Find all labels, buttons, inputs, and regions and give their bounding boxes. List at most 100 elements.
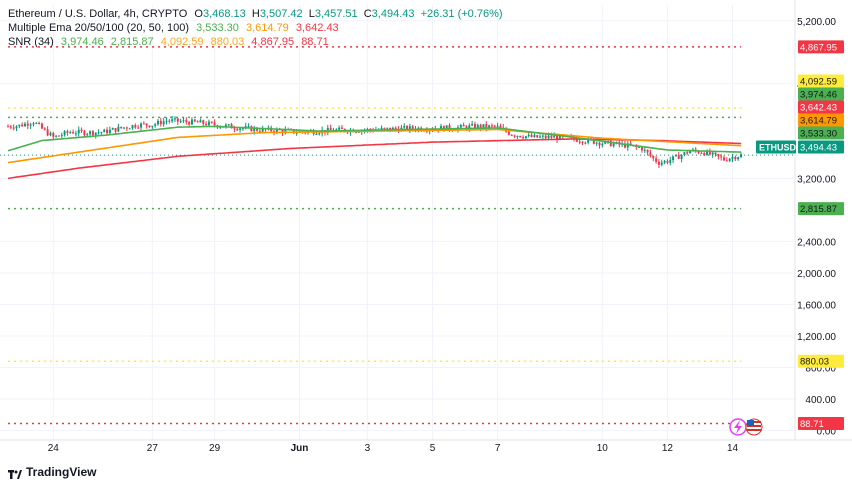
snr-value: 4,092.59: [160, 36, 204, 48]
candle-body: [601, 143, 604, 146]
candle-body: [595, 142, 598, 144]
candle-body: [233, 128, 236, 130]
candle-body: [284, 129, 287, 133]
candle-body: [355, 131, 358, 133]
candle-body: [63, 131, 66, 136]
candle-body: [473, 124, 476, 129]
candle-body: [471, 124, 474, 126]
candle-body: [190, 119, 193, 125]
candle-body: [9, 126, 12, 128]
candle-body: [210, 121, 213, 123]
candle-body: [207, 121, 210, 126]
candle-body: [168, 120, 171, 122]
candle-body: [403, 126, 406, 128]
x-tick-label: 7: [495, 443, 501, 454]
time-axis[interactable]: 24 27 29 Jun 3 5 7 10 12 14: [48, 443, 739, 454]
candle-body: [649, 152, 652, 157]
candle-body: [683, 152, 686, 156]
candle-body: [179, 121, 182, 123]
candle-body: [482, 124, 485, 128]
price-label-box: [798, 126, 844, 140]
candle-body: [357, 131, 360, 133]
legend-row-ema[interactable]: Multiple Ema 20/50/100 (20, 50, 100) 3,5…: [8, 21, 343, 35]
candle-body: [128, 128, 131, 130]
candle-body: [89, 131, 92, 135]
candle-body: [652, 156, 655, 159]
candle-body: [643, 149, 646, 151]
candle-body: [213, 122, 216, 126]
candle-body: [660, 162, 663, 165]
candle-body: [72, 132, 75, 134]
candle-body: [558, 134, 561, 140]
candle-body: [338, 127, 341, 130]
candle-body: [604, 141, 607, 144]
candle-body: [123, 127, 126, 129]
candle-body: [46, 129, 49, 136]
candle-body: [723, 157, 726, 161]
candle-body: [383, 127, 386, 129]
candle-body: [188, 122, 191, 125]
ema20-value: 3,533.30: [196, 22, 239, 34]
candle-body: [193, 119, 196, 122]
candle-body: [587, 138, 590, 143]
y-tick-label: 1,600.00: [797, 300, 836, 311]
ema100-value: 3,642.43: [295, 22, 339, 34]
price-label-box: [798, 40, 844, 54]
snr-value: 3,974.46: [60, 36, 104, 48]
price-label-text: 3,974.46: [800, 90, 837, 101]
us-flag-icon[interactable]: [745, 418, 763, 436]
candle-body: [171, 119, 174, 122]
candle-body: [380, 127, 383, 130]
candle-body: [638, 146, 641, 148]
candle-body: [227, 124, 230, 126]
candle-body: [479, 124, 482, 128]
candle-body: [134, 125, 137, 128]
candle-body: [120, 126, 123, 128]
candle-body: [657, 161, 660, 165]
snr-value: 4,867.95: [251, 36, 295, 48]
candle-body: [406, 126, 409, 131]
snr-indicator-name: SNR (34): [8, 36, 54, 48]
candle-body: [717, 154, 720, 157]
candle-body: [711, 152, 714, 155]
bottom-icons: [729, 418, 763, 436]
candle-body: [69, 132, 72, 134]
candle-body: [533, 135, 536, 137]
candle-body: [236, 129, 239, 131]
candle-body: [97, 132, 100, 134]
candle-body: [720, 156, 723, 158]
candle-body: [80, 129, 83, 132]
candle-body: [162, 121, 165, 125]
candle-body: [655, 158, 658, 162]
candle-body: [32, 123, 35, 125]
candle-body: [714, 152, 717, 155]
candle-body: [674, 154, 677, 157]
chart-grid: [0, 0, 852, 441]
candle-body: [35, 123, 38, 125]
legend-row-symbol[interactable]: Ethereum / U.S. Dollar, 4h, CRYPTO O3,46…: [8, 7, 511, 21]
candle-body: [408, 126, 411, 131]
price-label-box: [798, 417, 844, 431]
candle-body: [26, 123, 29, 126]
candle-body: [496, 125, 499, 127]
ema50-line: [7, 128, 742, 164]
price-label-box: [798, 87, 844, 101]
candle-body: [239, 128, 242, 131]
price-label-text: 880.03: [800, 357, 829, 368]
candle-body: [510, 134, 513, 136]
price-label-text: 4,092.59: [800, 77, 837, 88]
tradingview-footer[interactable]: TradingView: [8, 465, 96, 479]
candle-body: [728, 158, 731, 161]
candle-body: [185, 120, 188, 123]
candle-body: [612, 143, 615, 147]
legend-row-snr[interactable]: SNR (34) 3,974.46 2,815.87 4,092.59 880.…: [8, 35, 333, 49]
candle-body: [493, 125, 496, 127]
lightning-icon[interactable]: [729, 418, 747, 436]
candle-body: [315, 133, 318, 135]
candle-body: [703, 152, 706, 156]
ema20-line: [7, 125, 742, 153]
candle-body: [40, 123, 43, 129]
candle-body: [241, 128, 244, 130]
y-tick-label: 5,200.00: [797, 17, 836, 28]
